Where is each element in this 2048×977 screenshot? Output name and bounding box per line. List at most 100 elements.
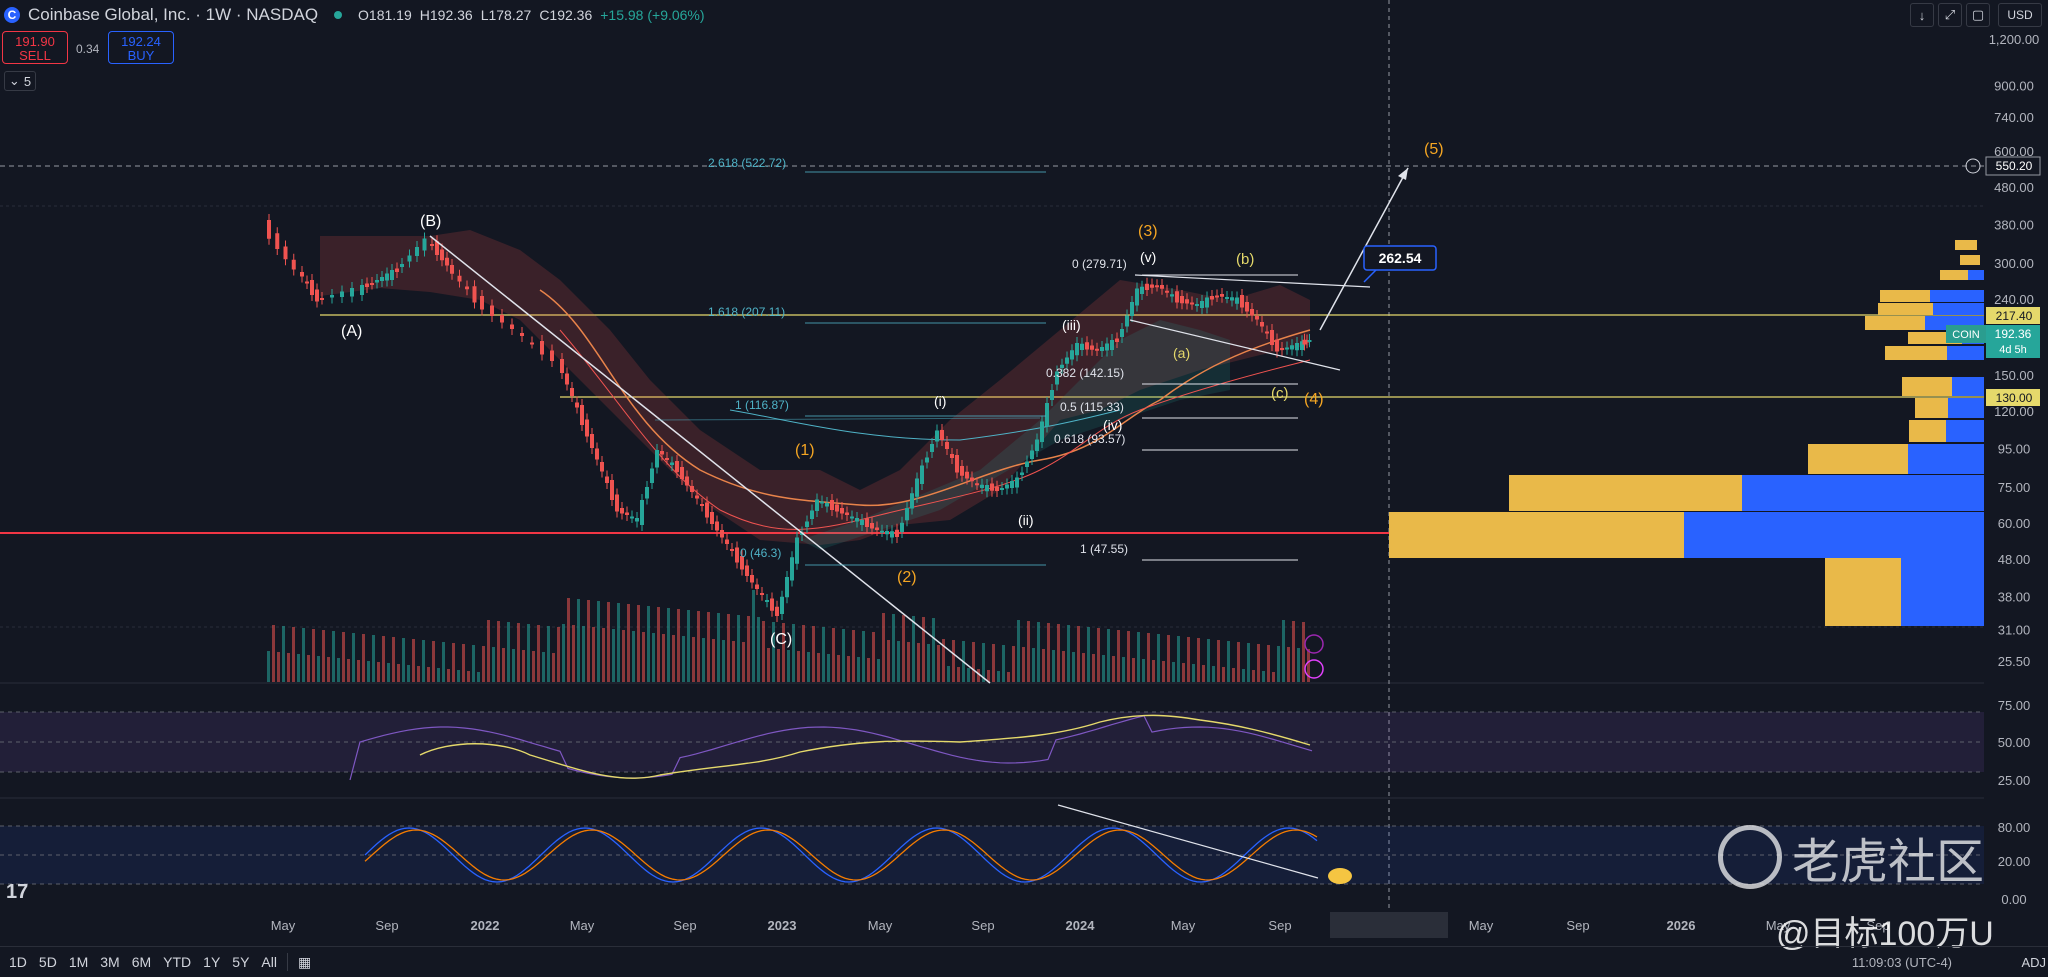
candle-body (1130, 302, 1134, 316)
volume-bar (817, 653, 820, 682)
candle-body (830, 500, 834, 510)
time-axis[interactable]: MaySep2022MaySep2023MaySep2024MaySepMon … (271, 918, 1890, 933)
screenshot-icon[interactable]: ▢ (1966, 3, 1990, 27)
adj-toggle[interactable]: ADJ (2021, 954, 2046, 970)
volume-bar (1022, 647, 1025, 682)
volume-bar (1142, 659, 1145, 682)
stoch-pane[interactable] (0, 804, 1984, 885)
candle-body (1095, 348, 1099, 351)
candle-body (950, 454, 954, 458)
candle-body (445, 257, 449, 266)
volume-bar (522, 650, 525, 682)
volume-bar (1062, 651, 1065, 682)
volume-bar (752, 590, 755, 682)
candle-body (925, 457, 929, 463)
download-icon[interactable]: ↓ (1910, 3, 1934, 27)
candle-body (1300, 341, 1304, 350)
candle-body (435, 241, 439, 255)
time-tick: May (868, 918, 893, 933)
candle-body (865, 518, 869, 527)
volume-bar (502, 648, 505, 682)
fib-line-upper (654, 417, 1041, 421)
range-3m[interactable]: 3M (100, 954, 120, 970)
volume-bar (1042, 649, 1045, 682)
projection-arrowhead (1398, 168, 1408, 180)
time-tick: May (1469, 918, 1494, 933)
candle-body (510, 324, 514, 329)
candle-body (900, 522, 904, 532)
range-1m[interactable]: 1M (68, 954, 89, 970)
rsi-pane[interactable] (0, 711, 1984, 781)
volume-bar (282, 626, 285, 682)
volume-bar (892, 614, 895, 682)
candle-body (730, 549, 734, 551)
volume-bar (1307, 649, 1310, 682)
candle-body (1280, 348, 1284, 350)
volume-bar (547, 626, 550, 682)
range-1y[interactable]: 1Y (203, 954, 221, 970)
pointing-hand-icon (1328, 868, 1352, 884)
candle-body (940, 430, 944, 440)
volume-bar (597, 601, 600, 682)
volume-bar (607, 602, 610, 682)
volume-bar (882, 613, 885, 682)
candle-body (330, 295, 334, 298)
range-1d[interactable]: 1D (9, 954, 27, 970)
range-5d[interactable]: 5D (38, 954, 57, 970)
trendline-descending[interactable] (429, 235, 991, 684)
clock[interactable]: 11:09:03 (UTC-4) (1851, 954, 1952, 970)
chart-canvas[interactable]: 2.618 (522.72) 1.618 (207.11) 1 (116.87)… (0, 0, 2048, 946)
candle-body (1100, 347, 1104, 351)
volume-bar (657, 607, 660, 682)
wave-ii-label: (ii) (1018, 512, 1034, 528)
volume-bar (862, 631, 865, 682)
chevron-down-icon: ⌄ (8, 73, 20, 88)
time-tick: Sep (1566, 918, 1589, 933)
candle-body (745, 565, 749, 576)
svg-text:217.40: 217.40 (1996, 309, 2033, 323)
volume-bar (467, 671, 470, 682)
indicator-flash-icon[interactable] (1304, 659, 1324, 679)
svg-text:0 (46.3): 0 (46.3) (740, 546, 781, 560)
volume-bar (972, 642, 975, 682)
calendar-icon[interactable]: ▦ (297, 953, 312, 970)
range-5y[interactable]: 5Y (232, 954, 250, 970)
buy-button[interactable]: 192.24 BUY (108, 31, 174, 64)
currency-selector[interactable]: USD (1998, 3, 2042, 27)
volume-bar (742, 642, 745, 682)
range-all[interactable]: All (261, 954, 277, 970)
volume-bar (572, 625, 575, 682)
trendline-triangle-top[interactable] (1134, 274, 1371, 288)
indicators-toggle-button[interactable]: ⌄ 5 (4, 71, 36, 91)
svg-text:2.618 (522.72): 2.618 (522.72) (708, 156, 786, 170)
candle-body (850, 516, 854, 519)
wave-c-label: (c) (1271, 385, 1289, 402)
time-tick: Sep (1866, 918, 1889, 933)
fullscreen-icon[interactable]: ⤢ (1938, 3, 1962, 27)
volume-bar (677, 609, 680, 682)
volume-bar (442, 642, 445, 682)
price-axis[interactable]: 1,200.00 900.00 740.00 600.00 480.00 380.00 30… (1989, 32, 2040, 669)
price-tick: 900.00 (1994, 78, 2034, 93)
indicator-alert-icon[interactable] (1304, 634, 1324, 654)
trendline-triangle-bottom[interactable] (1129, 319, 1341, 371)
volume-bar (1002, 645, 1005, 682)
range-ytd[interactable]: YTD (163, 954, 192, 970)
candle-body (1145, 283, 1149, 290)
price-callout[interactable]: 262.54 (1363, 245, 1437, 283)
sell-button[interactable]: 191.90 SELL (2, 31, 68, 64)
symbol-title[interactable]: Coinbase Global, Inc. · 1W · NASDAQ (28, 5, 319, 24)
candle-body (755, 584, 759, 589)
time-tick: Sep (1268, 918, 1291, 933)
volume-bar (377, 662, 380, 682)
range-6m[interactable]: 6M (131, 954, 152, 970)
candle-body (1275, 339, 1279, 352)
candle-body (350, 288, 354, 297)
volume-bar (1237, 642, 1240, 682)
candle-body (890, 531, 894, 538)
volume-bar (797, 651, 800, 682)
candle-body (785, 577, 789, 598)
add-level-icon[interactable] (1965, 158, 1981, 174)
candle-body (520, 333, 524, 336)
